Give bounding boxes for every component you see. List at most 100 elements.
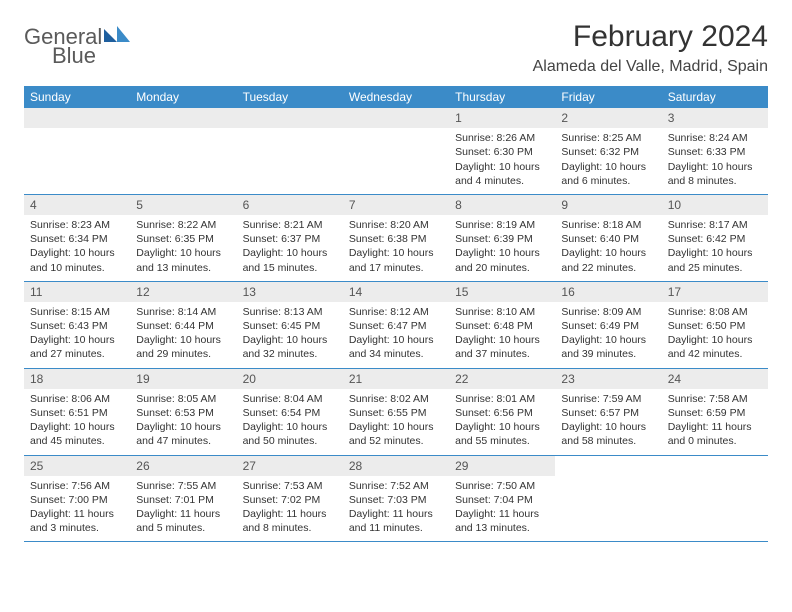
daylight-text: Daylight: 10 hours and 39 minutes. (561, 333, 655, 361)
day-number: 10 (662, 195, 768, 215)
daylight-text: Daylight: 10 hours and 15 minutes. (243, 246, 337, 274)
day-number: 13 (237, 282, 343, 302)
sunset-text: Sunset: 6:40 PM (561, 232, 655, 246)
sunset-text: Sunset: 6:33 PM (668, 145, 762, 159)
day-details: Sunrise: 8:24 AMSunset: 6:33 PMDaylight:… (662, 131, 768, 188)
logo-triangles-icon (104, 26, 130, 47)
day-cell: 3Sunrise: 8:24 AMSunset: 6:33 PMDaylight… (662, 108, 768, 194)
day-number-empty (24, 108, 130, 128)
daylight-text: Daylight: 11 hours and 5 minutes. (136, 507, 230, 535)
day-cell: 7 Sunrise: 8:20 AMSunset: 6:38 PMDaylight… (343, 195, 449, 281)
day-cell: 17Sunrise: 8:08 AMSunset: 6:50 PMDayligh… (662, 282, 768, 368)
sunrise-text: Sunrise: 8:14 AM (136, 305, 230, 319)
daylight-text: Daylight: 10 hours and 4 minutes. (455, 160, 549, 188)
day-header-monday: Monday (130, 86, 236, 108)
day-cell: 21Sunrise: 8:02 AMSunset: 6:55 PMDayligh… (343, 369, 449, 455)
day-header-thursday: Thursday (449, 86, 555, 108)
daylight-text: Daylight: 10 hours and 45 minutes. (30, 420, 124, 448)
sunset-text: Sunset: 6:37 PM (243, 232, 337, 246)
day-cell: 10Sunrise: 8:17 AMSunset: 6:42 PMDayligh… (662, 195, 768, 281)
sunrise-text: Sunrise: 8:02 AM (349, 392, 443, 406)
daylight-text: Daylight: 10 hours and 13 minutes. (136, 246, 230, 274)
sunset-text: Sunset: 7:01 PM (136, 493, 230, 507)
daylight-text: Daylight: 10 hours and 20 minutes. (455, 246, 549, 274)
daylight-text: Daylight: 10 hours and 8 minutes. (668, 160, 762, 188)
sunrise-text: Sunrise: 8:13 AM (243, 305, 337, 319)
daylight-text: Daylight: 10 hours and 50 minutes. (243, 420, 337, 448)
day-number: 17 (662, 282, 768, 302)
sunrise-text: Sunrise: 7:56 AM (30, 479, 124, 493)
day-cell: 2Sunrise: 8:25 AMSunset: 6:32 PMDaylight… (555, 108, 661, 194)
day-number: 4 (24, 195, 130, 215)
day-details: Sunrise: 8:21 AMSunset: 6:37 PMDaylight:… (237, 218, 343, 275)
day-cell: 6 Sunrise: 8:21 AMSunset: 6:37 PMDaylight… (237, 195, 343, 281)
week-row: 4Sunrise: 8:23 AMSunset: 6:34 PMDaylight… (24, 195, 768, 282)
sunrise-text: Sunrise: 7:53 AM (243, 479, 337, 493)
calendar-page: General Blue February 2024 Alameda del V… (0, 0, 792, 562)
daylight-text: Daylight: 10 hours and 27 minutes. (30, 333, 124, 361)
day-number: 6 (237, 195, 343, 215)
sunset-text: Sunset: 6:30 PM (455, 145, 549, 159)
day-header-sunday: Sunday (24, 86, 130, 108)
day-details: Sunrise: 7:53 AMSunset: 7:02 PMDaylight:… (237, 479, 343, 536)
day-cell: 25 Sunrise: 7:56 AMSunset: 7:00 PMDayligh… (24, 456, 130, 542)
day-number: 9 (555, 195, 661, 215)
sunrise-text: Sunrise: 8:12 AM (349, 305, 443, 319)
day-cell (662, 456, 768, 542)
day-header-saturday: Saturday (662, 86, 768, 108)
sunrise-text: Sunrise: 8:04 AM (243, 392, 337, 406)
day-number-empty (237, 108, 343, 128)
day-details: Sunrise: 7:59 AMSunset: 6:57 PMDaylight:… (555, 392, 661, 449)
sunset-text: Sunset: 6:54 PM (243, 406, 337, 420)
day-details: Sunrise: 8:26 AMSunset: 6:30 PMDaylight:… (449, 131, 555, 188)
day-cell: 15Sunrise: 8:10 AMSunset: 6:48 PMDayligh… (449, 282, 555, 368)
day-details: Sunrise: 7:56 AMSunset: 7:00 PMDaylight:… (24, 479, 130, 536)
day-details: Sunrise: 8:01 AMSunset: 6:56 PMDaylight:… (449, 392, 555, 449)
sunrise-text: Sunrise: 7:52 AM (349, 479, 443, 493)
day-number: 25 (24, 456, 130, 476)
daylight-text: Daylight: 10 hours and 47 minutes. (136, 420, 230, 448)
sunrise-text: Sunrise: 8:01 AM (455, 392, 549, 406)
day-cell (237, 108, 343, 194)
day-details: Sunrise: 7:58 AMSunset: 6:59 PMDaylight:… (662, 392, 768, 449)
title-block: February 2024 Alameda del Valle, Madrid,… (533, 20, 768, 76)
daylight-text: Daylight: 10 hours and 58 minutes. (561, 420, 655, 448)
day-details: Sunrise: 7:55 AMSunset: 7:01 PMDaylight:… (130, 479, 236, 536)
logo-text-blue: Blue (52, 43, 96, 68)
day-header-tuesday: Tuesday (237, 86, 343, 108)
calendar-grid: Sunday Monday Tuesday Wednesday Thursday… (24, 86, 768, 542)
day-number: 28 (343, 456, 449, 476)
day-cell: 1Sunrise: 8:26 AMSunset: 6:30 PMDaylight… (449, 108, 555, 194)
sunset-text: Sunset: 7:04 PM (455, 493, 549, 507)
sunrise-text: Sunrise: 8:20 AM (349, 218, 443, 232)
sunrise-text: Sunrise: 8:08 AM (668, 305, 762, 319)
sunrise-text: Sunrise: 8:26 AM (455, 131, 549, 145)
day-number: 7 (343, 195, 449, 215)
day-header-wednesday: Wednesday (343, 86, 449, 108)
daylight-text: Daylight: 11 hours and 13 minutes. (455, 507, 549, 535)
day-cell: 28Sunrise: 7:52 AMSunset: 7:03 PMDayligh… (343, 456, 449, 542)
week-row: 25 Sunrise: 7:56 AMSunset: 7:00 PMDayligh… (24, 456, 768, 543)
day-cell: 9Sunrise: 8:18 AMSunset: 6:40 PMDaylight… (555, 195, 661, 281)
day-details: Sunrise: 8:20 AMSunset: 6:38 PMDaylight:… (343, 218, 449, 275)
day-cell (343, 108, 449, 194)
day-cell: 22Sunrise: 8:01 AMSunset: 6:56 PMDayligh… (449, 369, 555, 455)
day-cell: 8Sunrise: 8:19 AMSunset: 6:39 PMDaylight… (449, 195, 555, 281)
sunrise-text: Sunrise: 7:50 AM (455, 479, 549, 493)
sunset-text: Sunset: 6:53 PM (136, 406, 230, 420)
day-number: 11 (24, 282, 130, 302)
sunset-text: Sunset: 6:50 PM (668, 319, 762, 333)
sunrise-text: Sunrise: 8:21 AM (243, 218, 337, 232)
sunset-text: Sunset: 6:44 PM (136, 319, 230, 333)
day-number: 5 (130, 195, 236, 215)
sunrise-text: Sunrise: 8:06 AM (30, 392, 124, 406)
sunrise-text: Sunrise: 8:23 AM (30, 218, 124, 232)
sunset-text: Sunset: 7:03 PM (349, 493, 443, 507)
day-cell (24, 108, 130, 194)
sunrise-text: Sunrise: 8:15 AM (30, 305, 124, 319)
day-number: 15 (449, 282, 555, 302)
day-header-friday: Friday (555, 86, 661, 108)
sunrise-text: Sunrise: 8:24 AM (668, 131, 762, 145)
day-details: Sunrise: 8:05 AMSunset: 6:53 PMDaylight:… (130, 392, 236, 449)
daylight-text: Daylight: 10 hours and 6 minutes. (561, 160, 655, 188)
